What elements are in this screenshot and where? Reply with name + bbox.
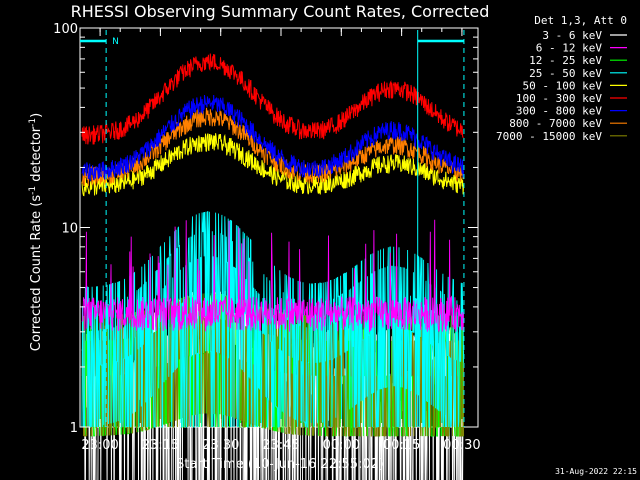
series-layer [81,53,465,480]
x-tick-label: 00:00 [323,438,360,453]
x-tick-label: 00:15 [383,438,420,453]
series-50-100-kev [81,133,465,197]
legend-label: 800 - 7000 keV [509,117,602,130]
night-markers: N [80,30,465,427]
x-tick-label: 00:30 [443,438,480,453]
series-300-800-kev [81,94,465,182]
legend-label: 7000 - 15000 keV [496,130,602,143]
series-800-7000-kev [81,107,465,187]
series-25-50-kev [81,211,465,429]
legend-label: 25 - 50 keV [529,67,602,80]
series-line [81,219,465,332]
series-100-300-kev [81,53,464,145]
legend-label: 6 - 12 keV [536,42,603,55]
legend-label: 300 - 800 keV [516,105,602,118]
y-tick-label: 10 [61,222,78,237]
series-line [81,53,464,145]
x-tick-label: 23:45 [262,438,299,453]
legend-label: 50 - 100 keV [523,79,603,92]
series-6-12-kev [81,219,465,332]
y-tick-label: 100 [53,22,78,37]
chart-title: RHESSI Observing Summary Count Rates, Co… [71,2,490,21]
legend-label: 3 - 6 keV [542,29,602,42]
footer-date: 31-Aug-2022 22:15 [555,467,637,476]
x-tick-label: 23:00 [81,438,118,453]
x-tick-label: 23:30 [202,438,239,453]
x-tick-label: 23:15 [142,438,179,453]
x-axis-label: Start Time (10-Jun-16 22:55:02) [176,457,384,472]
legend-label: 12 - 25 keV [529,54,602,67]
series-line [81,133,465,197]
night-label: N [112,37,119,47]
y-axis-label: Corrected Count Rate (s-1 detector-1) [28,113,44,351]
legend-header: Det 1,3, Att 0 [534,14,627,27]
series-line [81,211,465,429]
series-line [81,94,465,182]
axes: 1 10 100 23:00 23:15 23:30 23:45 00:00 00:15 00:3… [53,22,480,453]
y-tick-label: 1 [70,421,78,436]
legend-label: 100 - 300 keV [516,92,602,105]
series-line [81,107,465,187]
